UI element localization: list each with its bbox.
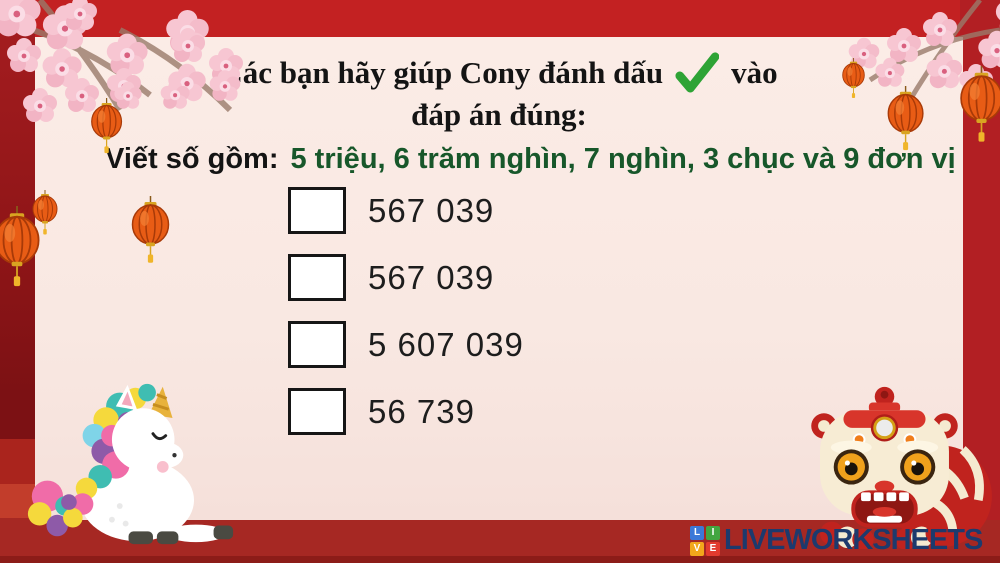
logo-square-e: E [706, 541, 720, 556]
title-line-2: đáp án đúng: [411, 97, 587, 132]
liveworksheets-logo[interactable]: L I V E LIVEWORKSHEETS [690, 524, 983, 557]
answer-checkbox-3[interactable] [288, 321, 346, 368]
option-row: 567 039 [288, 187, 524, 234]
answer-options: 567 039 567 039 5 607 039 56 739 [288, 187, 524, 455]
answer-label-1: 567 039 [368, 191, 495, 229]
answer-checkbox-2[interactable] [288, 254, 346, 301]
question-label: Viết số gồm: [105, 143, 279, 175]
answer-label-3: 5 607 039 [368, 325, 524, 363]
option-row: 5 607 039 [288, 321, 524, 368]
check-icon [675, 52, 720, 93]
logo-grid: L I V E [690, 525, 720, 556]
logo-square-l: L [690, 525, 704, 540]
right-border [960, 0, 1000, 563]
bottom-edge-strip [0, 556, 1000, 563]
question-text: 5 triệu, 6 trăm nghìn, 7 nghìn, 3 chục v… [290, 143, 956, 175]
logo-square-v: V [690, 541, 704, 556]
answer-label-2: 567 039 [368, 258, 495, 296]
logo-square-i: I [706, 525, 720, 540]
title-line-1: Các bạn hãy giúp Cony đánh dấu vào [35, 51, 963, 93]
worksheet-panel: Các bạn hãy giúp Cony đánh dấu vào đáp án… [35, 37, 963, 520]
answer-checkbox-4[interactable] [288, 388, 346, 435]
answer-checkbox-1[interactable] [288, 187, 346, 234]
logo-text: LIVEWORKSHEETS [724, 524, 983, 556]
option-row: 56 739 [288, 388, 524, 435]
option-row: 567 039 [288, 254, 524, 301]
question-line: Viết số gồm: 5 triệu, 6 trăm nghìn, 7 ngh… [105, 143, 956, 176]
left-curtain-border [0, 0, 35, 563]
answer-label-4: 56 739 [368, 392, 475, 430]
title-text-after-check: vào [731, 55, 778, 90]
title-text-before-check: Các bạn hãy giúp Cony đánh dấu [220, 55, 664, 90]
